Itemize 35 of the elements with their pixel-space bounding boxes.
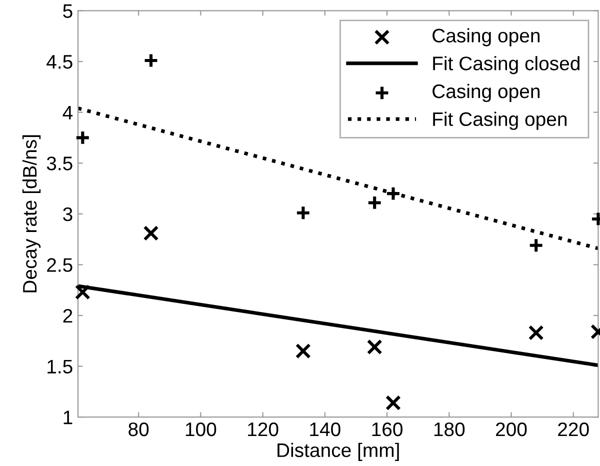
x-tick-label: 120 [248, 422, 278, 436]
legend-label: Casing open [432, 84, 540, 102]
point [295, 205, 311, 221]
point [295, 343, 311, 359]
y-tick-label: 1.5 [48, 360, 72, 374]
x-tick-label: 160 [372, 422, 402, 436]
point [143, 225, 159, 241]
point [74, 284, 90, 300]
point [385, 395, 401, 411]
y-tick-label: 4.5 [46, 55, 72, 69]
x-tick-label: 140 [310, 422, 340, 436]
point [143, 52, 159, 68]
x-tick-label: 200 [496, 422, 527, 436]
y-tick-label: 3 [63, 207, 72, 222]
y-tick-label: 3.5 [46, 156, 72, 170]
y-tick-label: 1 [64, 410, 72, 424]
legend-label: Fit Casing closed [433, 56, 580, 74]
y-tick-label: 2.5 [47, 258, 72, 272]
x-axis-title: Distance [mm] [278, 442, 399, 461]
point [528, 238, 544, 254]
point [385, 186, 401, 202]
y-tick-label: 5 [63, 4, 72, 18]
point [366, 194, 382, 210]
point [74, 130, 90, 146]
x-tick-label: 220 [558, 422, 589, 436]
legend-label: Fit Casing open [433, 112, 566, 130]
x-tick-label: 180 [434, 422, 465, 436]
y-tick-label: 4 [62, 106, 73, 120]
x-tick-label: 80 [128, 422, 149, 436]
x-tick-label: 100 [186, 422, 216, 436]
point [528, 325, 544, 340]
y-tick-label: 2 [63, 308, 72, 323]
legend-label: Casing open [432, 28, 540, 46]
point [366, 339, 382, 355]
y-axis-title: Decay rate [dB/ns] [22, 135, 41, 292]
